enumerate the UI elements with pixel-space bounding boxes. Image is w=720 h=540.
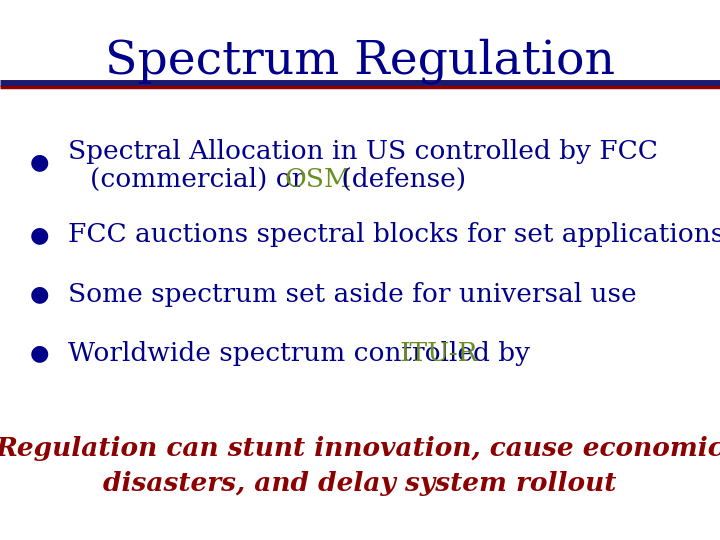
Text: Regulation can stunt innovation, cause economic: Regulation can stunt innovation, cause e… [0, 436, 720, 461]
Text: ●: ● [30, 284, 49, 305]
Text: Spectral Allocation in US controlled by FCC: Spectral Allocation in US controlled by … [68, 139, 658, 164]
Text: FCC auctions spectral blocks for set applications.: FCC auctions spectral blocks for set app… [68, 222, 720, 247]
Text: OSM: OSM [284, 167, 351, 192]
Text: ITU-R: ITU-R [400, 341, 478, 366]
Text: ●: ● [30, 152, 49, 172]
Text: Worldwide spectrum controlled by: Worldwide spectrum controlled by [68, 341, 539, 366]
Text: Spectrum Regulation: Spectrum Regulation [105, 38, 615, 84]
Text: Some spectrum set aside for universal use: Some spectrum set aside for universal us… [68, 282, 637, 307]
Text: (commercial) or: (commercial) or [90, 167, 312, 192]
Text: ●: ● [30, 343, 49, 364]
Text: disasters, and delay system rollout: disasters, and delay system rollout [103, 471, 617, 496]
Text: ●: ● [30, 225, 49, 245]
Text: (defense): (defense) [333, 167, 467, 192]
